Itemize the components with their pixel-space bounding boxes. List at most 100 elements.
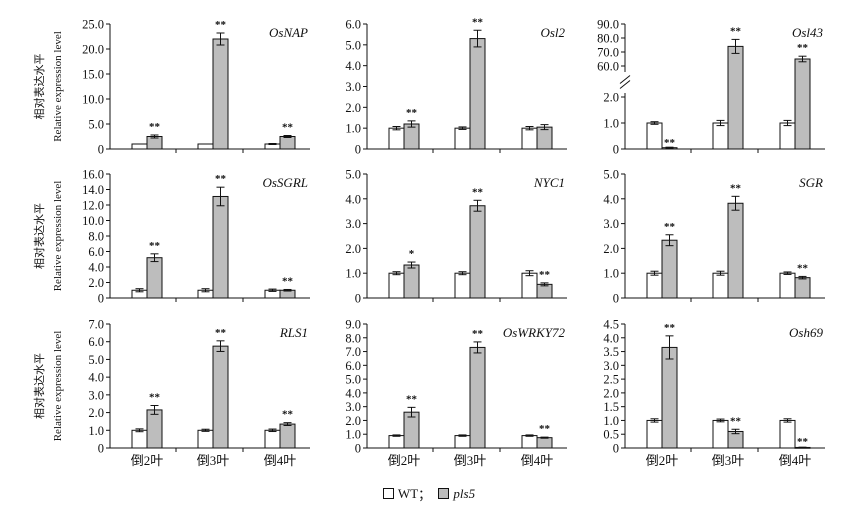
x-category-label: 倒4叶 bbox=[264, 453, 297, 468]
y-tick-label: 0 bbox=[355, 442, 361, 456]
x-category-label: 倒3叶 bbox=[712, 453, 745, 468]
significance-marker: ** bbox=[282, 409, 294, 421]
bar-wt bbox=[712, 122, 729, 150]
bar-pls5 bbox=[536, 126, 553, 150]
bar-wt bbox=[197, 429, 214, 449]
chart-title: OsSGRL bbox=[262, 175, 308, 190]
chart-title: OsNAP bbox=[269, 25, 308, 40]
y-tick-label: 12.0 bbox=[82, 199, 104, 213]
significance-marker: ** bbox=[215, 19, 227, 31]
bar-wt bbox=[521, 272, 538, 299]
y-tick-label: 4.0 bbox=[603, 331, 619, 345]
y-tick-label: 3.0 bbox=[88, 388, 104, 402]
legend-wt: WT； bbox=[382, 484, 432, 503]
significance-marker: ** bbox=[797, 436, 809, 448]
y-tick-label: 10.0 bbox=[82, 93, 104, 107]
y-tick-label: 5.0 bbox=[345, 168, 361, 182]
y-label-en: Relative expression level bbox=[52, 31, 64, 142]
bar-pls5 bbox=[403, 264, 420, 299]
y-tick-label: 10.0 bbox=[82, 214, 104, 228]
y-label-en: Relative expression level bbox=[52, 331, 64, 442]
x-category-label: 倒3叶 bbox=[197, 453, 230, 468]
y-tick-label: 4.0 bbox=[88, 371, 104, 385]
significance-marker: * bbox=[409, 248, 415, 260]
bar-wt bbox=[646, 419, 663, 449]
bar-wt bbox=[646, 272, 663, 299]
y-tick-label: 5.0 bbox=[88, 118, 104, 132]
y-tick-label: 0 bbox=[613, 292, 619, 306]
chart-title: NYC1 bbox=[533, 175, 565, 190]
y-tick-label: 20.0 bbox=[82, 43, 104, 57]
y-tick-label: 4.0 bbox=[345, 59, 361, 73]
bar-pls5 bbox=[469, 346, 486, 449]
y-tick-label: 80.0 bbox=[597, 32, 619, 46]
legend-wt-label: WT bbox=[397, 485, 419, 501]
bar-pls5 bbox=[146, 409, 163, 449]
bar-wt bbox=[197, 143, 214, 150]
significance-marker: ** bbox=[730, 182, 742, 194]
y-tick-label: 2.0 bbox=[345, 414, 361, 428]
y-tick-label: 14.0 bbox=[82, 183, 104, 197]
x-category-label: 倒4叶 bbox=[521, 453, 554, 468]
x-category-label: 倒4叶 bbox=[779, 453, 812, 468]
x-category-label: 倒3叶 bbox=[454, 453, 487, 468]
significance-marker: ** bbox=[282, 275, 294, 287]
y-tick-label: 2.0 bbox=[603, 386, 619, 400]
y-tick-label: 5.0 bbox=[88, 353, 104, 367]
significance-marker: ** bbox=[797, 262, 809, 274]
bar-wt bbox=[712, 419, 729, 449]
y-tick-label: 1.0 bbox=[603, 267, 619, 281]
significance-marker: ** bbox=[215, 327, 227, 339]
bar-wt bbox=[388, 272, 405, 299]
y-tick-label: 0 bbox=[98, 292, 104, 306]
y-tick-label: 3.0 bbox=[345, 400, 361, 414]
significance-marker: ** bbox=[149, 121, 161, 133]
y-tick-label: 4.0 bbox=[345, 386, 361, 400]
y-tick-label: 0 bbox=[613, 442, 619, 456]
bar-wt bbox=[646, 122, 663, 150]
y-tick-label: 2.5 bbox=[603, 373, 619, 387]
y-tick-label: 9.0 bbox=[345, 318, 361, 332]
y-tick-label: 60.0 bbox=[597, 60, 619, 74]
bar-wt bbox=[264, 429, 281, 449]
x-category-label: 倒2叶 bbox=[646, 453, 679, 468]
bar-pls5 bbox=[212, 345, 229, 449]
y-tick-label: 4.5 bbox=[603, 318, 619, 332]
significance-marker: ** bbox=[149, 240, 161, 252]
y-tick-label: 0 bbox=[613, 143, 619, 157]
significance-marker: ** bbox=[797, 42, 809, 54]
y-tick-label: 25.0 bbox=[82, 18, 104, 32]
bar-wt bbox=[454, 127, 471, 150]
chart-title: Osh69 bbox=[789, 325, 823, 340]
y-tick-label: 6.0 bbox=[88, 335, 104, 349]
x-category-label: 倒2叶 bbox=[388, 453, 421, 468]
significance-marker: ** bbox=[664, 322, 676, 334]
y-tick-label: 3.0 bbox=[345, 217, 361, 231]
y-label-cn: 相对表达水平 bbox=[32, 353, 46, 419]
bar-pls5 bbox=[727, 202, 744, 299]
bar-pls5 bbox=[279, 136, 296, 150]
bar-wt bbox=[712, 272, 729, 299]
legend-wt-swatch bbox=[382, 488, 394, 499]
axis-break-mark bbox=[619, 80, 631, 89]
bar-pls5 bbox=[536, 437, 553, 449]
y-tick-label: 0 bbox=[98, 442, 104, 456]
y-tick-label: 3.0 bbox=[345, 80, 361, 94]
axis-break-mark bbox=[619, 75, 631, 84]
significance-marker: ** bbox=[406, 107, 418, 119]
legend-separator: ； bbox=[418, 487, 432, 502]
bar-wt bbox=[388, 435, 405, 449]
chart-title: Osl43 bbox=[792, 25, 824, 40]
y-label-cn: 相对表达水平 bbox=[32, 54, 46, 120]
bar-pls5 bbox=[146, 257, 163, 299]
y-tick-label: 1.0 bbox=[603, 117, 619, 131]
bar-pls5 bbox=[536, 283, 553, 299]
y-tick-label: 1.0 bbox=[603, 414, 619, 428]
y-tick-label: 90.0 bbox=[597, 18, 619, 32]
y-tick-label: 5.0 bbox=[345, 373, 361, 387]
chart-title: OsWRKY72 bbox=[503, 325, 566, 340]
bar-wt bbox=[388, 127, 405, 150]
bar-wt bbox=[779, 272, 796, 299]
y-tick-label: 2.0 bbox=[345, 101, 361, 115]
